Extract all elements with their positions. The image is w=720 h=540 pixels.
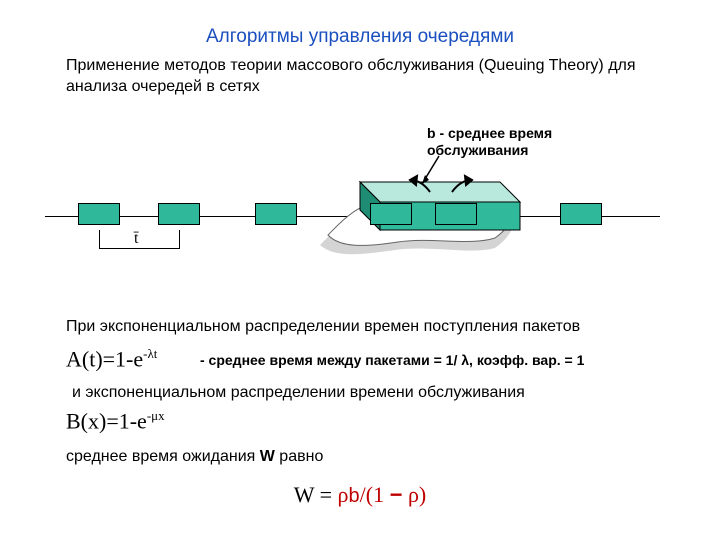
queue-diagram: t̄ b - среднее время обслуживания (0, 130, 720, 290)
formula-a-note: - среднее время между пакетами = 1/ λ, к… (200, 352, 584, 368)
final-w: W = (294, 482, 338, 507)
b-label: b - среднее время обслуживания (427, 125, 552, 159)
final-minus: − (390, 482, 403, 507)
page-title: Алгоритмы управления очередями (0, 26, 720, 48)
packet-box (255, 203, 297, 225)
dim-tick-left (99, 230, 100, 248)
packet-box (158, 203, 200, 225)
subtitle-text: Применение методов теории массового обсл… (66, 56, 646, 98)
packet-box (435, 203, 477, 225)
formula-a-prefix: A(t)=1-e (66, 346, 143, 371)
dim-bar (99, 248, 180, 249)
b-label-line2: обслуживания (427, 142, 528, 158)
final-mid: /(1 (360, 482, 390, 507)
formula-b-sup: -μx (147, 408, 165, 423)
final-b: b (349, 485, 360, 507)
final-rho2: ρ) (402, 482, 426, 507)
final-rho1: ρ (338, 482, 349, 507)
para3-c: равно (275, 448, 323, 465)
packet-box (370, 203, 412, 225)
formula-a: A(t)=1-e-λt (66, 346, 157, 372)
paragraph-1: При экспоненциальном распределении време… (66, 318, 666, 336)
dim-label: t̄ (134, 230, 138, 248)
packet-box (78, 203, 120, 225)
paragraph-3: среднее время ожидания W равно (66, 448, 666, 466)
para3-b: W (260, 448, 275, 465)
packet-box (560, 203, 602, 225)
para3-a: среднее время ожидания (66, 448, 260, 465)
paragraph-2: и экспоненциальном распределении времени… (72, 384, 672, 402)
formula-a-sup: -λt (143, 346, 157, 361)
formula-b: B(x)=1-e-μx (66, 408, 165, 434)
final-formula: W = ρb/(1 − ρ) (0, 482, 720, 508)
formula-b-prefix: B(x)=1-e (66, 408, 147, 433)
b-label-line1: b - среднее время (427, 125, 552, 141)
dim-tick-right (179, 230, 180, 248)
